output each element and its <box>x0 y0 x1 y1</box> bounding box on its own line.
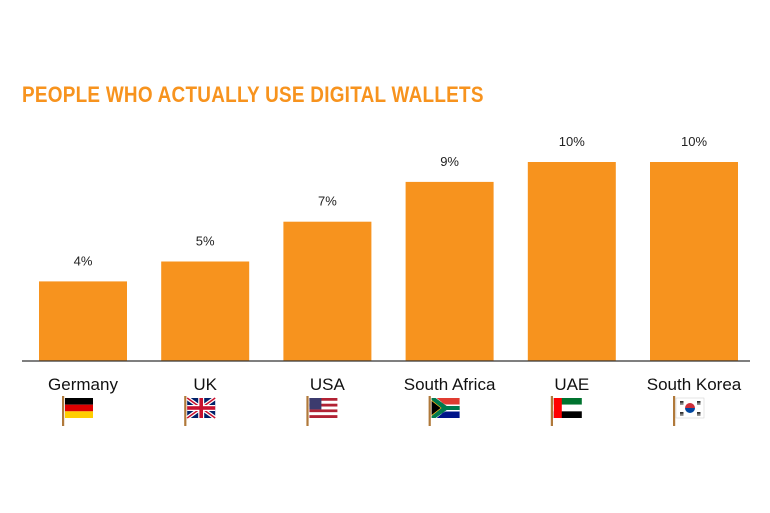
value-label-uae: 10% <box>559 134 585 149</box>
bar-south-korea <box>650 162 738 361</box>
bar-uae <box>527 162 616 361</box>
value-label-usa: 7% <box>318 194 337 209</box>
south-korea-flag-icon <box>673 396 705 426</box>
category-label-south-africa: South Africa <box>404 375 496 394</box>
category-label-usa: USA <box>310 375 346 394</box>
chart-title: PEOPLE WHO ACTUALLY USE DIGITAL WALLETS <box>22 82 484 107</box>
category-label-uae: UAE <box>554 375 589 394</box>
germany-flag-icon <box>62 396 93 426</box>
bar-germany <box>39 281 127 361</box>
category-label-germany: Germany <box>48 375 118 394</box>
category-label-uk: UK <box>193 375 217 394</box>
bar-uk <box>161 261 250 361</box>
uk-flag-icon <box>184 396 217 426</box>
uae-flag-icon <box>550 396 582 426</box>
south-africa-flag-icon <box>428 396 460 426</box>
value-label-south-africa: 9% <box>440 154 459 169</box>
value-label-uk: 5% <box>196 234 215 249</box>
value-label-south-korea: 10% <box>681 134 707 149</box>
category-label-south-korea: South Korea <box>647 375 742 394</box>
bar-usa <box>283 221 372 361</box>
usa-flag-icon <box>306 396 338 426</box>
value-label-germany: 4% <box>74 253 93 268</box>
bar-south-africa <box>405 181 494 361</box>
